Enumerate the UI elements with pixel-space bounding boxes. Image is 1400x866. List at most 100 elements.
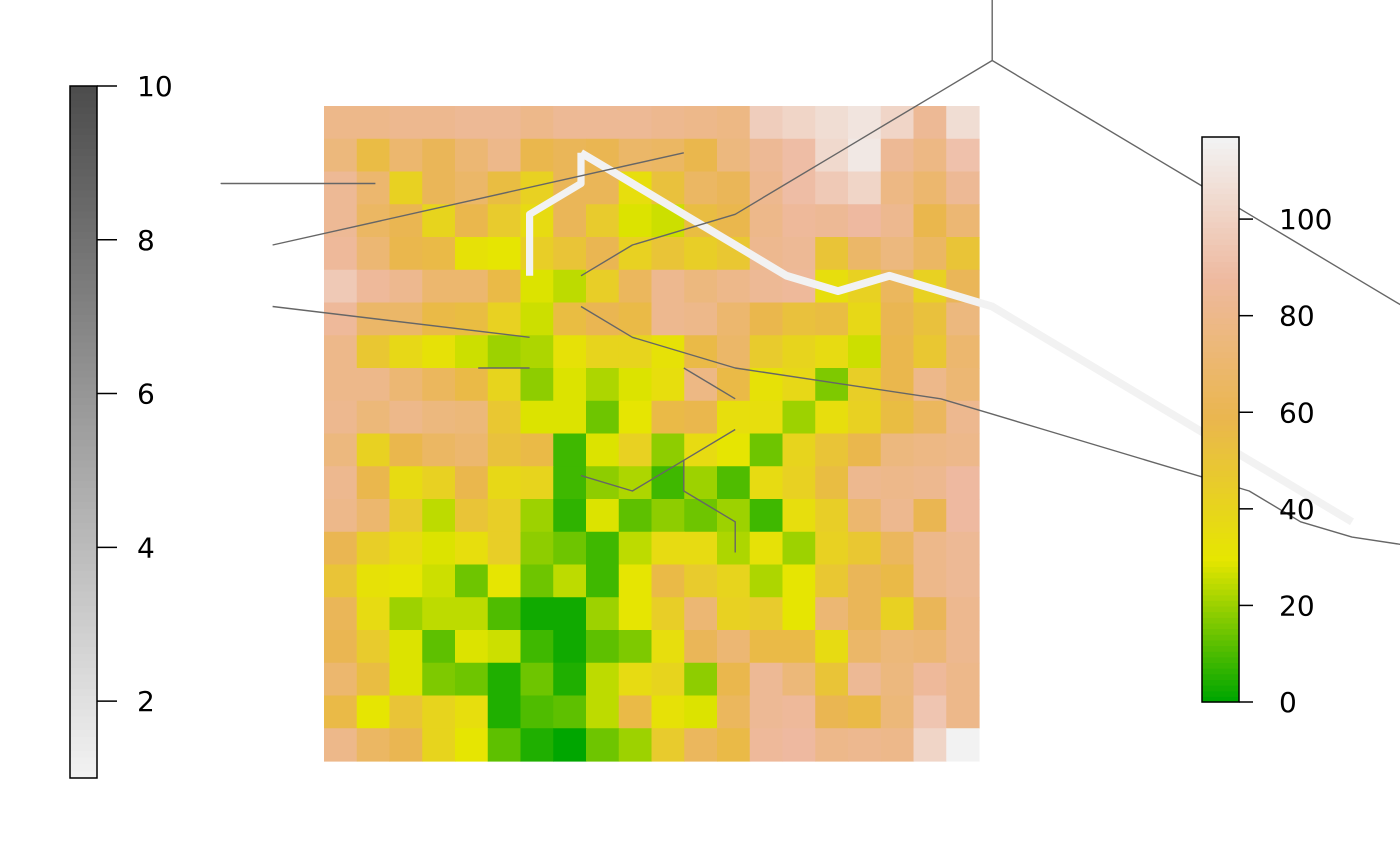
heatmap-cell — [356, 138, 391, 173]
heatmap-cell — [324, 138, 358, 173]
heatmap-cell — [815, 171, 849, 205]
colorbar-swatch — [70, 632, 97, 641]
heatmap-cell — [913, 630, 947, 664]
colorbar-swatch — [70, 494, 97, 502]
heatmap-cell — [324, 630, 358, 664]
heatmap-cell — [324, 728, 358, 762]
colorbar-swatch — [70, 618, 97, 627]
colorbar-swatch — [1202, 221, 1239, 228]
heatmap-cell — [586, 695, 620, 729]
heatmap-cell — [782, 204, 816, 238]
heatmap-cell — [618, 106, 653, 140]
heatmap-cell — [487, 630, 522, 664]
heatmap-cell — [389, 269, 423, 304]
heatmap-cell — [324, 302, 358, 336]
heatmap-cell — [389, 695, 423, 729]
colorbar-swatch — [1202, 453, 1239, 460]
heatmap-cell — [455, 335, 489, 369]
heatmap-cell — [880, 499, 915, 533]
heatmap-cell — [946, 531, 980, 566]
colorbar-swatch — [1202, 532, 1239, 539]
heatmap-cell — [324, 695, 358, 729]
colorbar-swatch — [1202, 543, 1239, 551]
heatmap-cell — [717, 728, 751, 762]
stream-line — [991, 0, 1096, 123]
heatmap-cell — [815, 564, 849, 598]
colorbar-swatch — [1202, 300, 1239, 308]
colorbar-swatch — [70, 611, 97, 620]
colorbar-swatch — [70, 487, 97, 495]
colorbar-swatch — [70, 418, 97, 426]
heatmap-cell — [586, 466, 620, 500]
heatmap-cell — [520, 138, 554, 173]
heatmap-cell — [553, 368, 587, 402]
colorbar-swatch — [1202, 549, 1239, 556]
colorbar-swatch — [70, 231, 97, 239]
heatmap-cell — [749, 466, 784, 500]
heatmap-cell — [815, 433, 849, 467]
heatmap-cell — [422, 302, 456, 336]
heatmap-cell — [389, 237, 423, 271]
heatmap-cell — [422, 662, 456, 697]
heatmap-cell — [651, 728, 685, 762]
stream-line — [272, 152, 684, 246]
heatmap-cell — [356, 728, 391, 762]
heatmap-cell — [913, 531, 947, 566]
heatmap-cell — [389, 564, 423, 598]
colorbar-swatch — [1202, 668, 1239, 675]
heatmap-cell — [586, 662, 620, 697]
heatmap-cell — [717, 138, 751, 173]
heatmap-cell — [455, 237, 489, 271]
heatmap-cell — [651, 662, 685, 697]
heatmap-cell — [553, 630, 587, 664]
colorbar-swatch — [1202, 165, 1239, 172]
heatmap-cell — [815, 302, 849, 336]
heatmap-cell — [455, 368, 489, 402]
colorbar-swatch — [1202, 605, 1239, 613]
colorbar-swatch — [70, 432, 97, 440]
heatmap-cell — [553, 433, 587, 467]
heatmap-cell — [782, 106, 816, 140]
heatmap-cell — [422, 630, 456, 664]
heatmap-cell — [946, 662, 980, 697]
heatmap-cell — [520, 335, 554, 369]
heatmap-cell — [324, 237, 358, 271]
colorbar-swatch — [70, 155, 97, 163]
heatmap-cell — [487, 564, 522, 598]
heatmap-cell — [848, 564, 882, 598]
colorbar-swatch — [70, 757, 97, 765]
heatmap-cell — [749, 368, 784, 402]
heatmap-cell — [749, 662, 784, 697]
heatmap-cell — [815, 335, 849, 369]
heatmap-cell — [684, 171, 718, 205]
heatmap-cell — [717, 204, 751, 238]
heatmap-cell — [389, 400, 423, 435]
heatmap-cell — [487, 466, 522, 500]
colorbar-swatch — [1202, 408, 1239, 415]
colorbar-swatch — [70, 106, 97, 115]
colorbar-swatch — [1202, 498, 1239, 505]
heatmap-cell — [848, 335, 882, 369]
heatmap-cell — [389, 499, 423, 533]
heatmap-cell — [618, 433, 653, 467]
colorbar-swatch — [70, 348, 97, 357]
colorbar-swatch — [70, 570, 97, 578]
heatmap-cell — [324, 269, 358, 304]
colorbar-swatch — [1202, 385, 1239, 392]
heatmap-cell — [717, 106, 751, 140]
heatmap-cell — [717, 302, 751, 336]
heatmap-cell — [520, 695, 554, 729]
heatmap-cell — [455, 662, 489, 697]
heatmap-cell — [618, 662, 653, 697]
heatmap-cell — [684, 695, 718, 729]
heatmap-cell — [913, 433, 947, 467]
heatmap-cell — [651, 564, 685, 598]
heatmap-cell — [782, 368, 816, 402]
heatmap-cell — [651, 138, 685, 173]
heatmap-cell — [487, 662, 522, 697]
heatmap-cell — [520, 106, 554, 140]
colorbar-swatch — [1202, 589, 1239, 596]
colorbar-tick-label: 6 — [137, 378, 155, 411]
heatmap-cell — [553, 662, 587, 697]
colorbar-swatch — [1202, 413, 1239, 421]
